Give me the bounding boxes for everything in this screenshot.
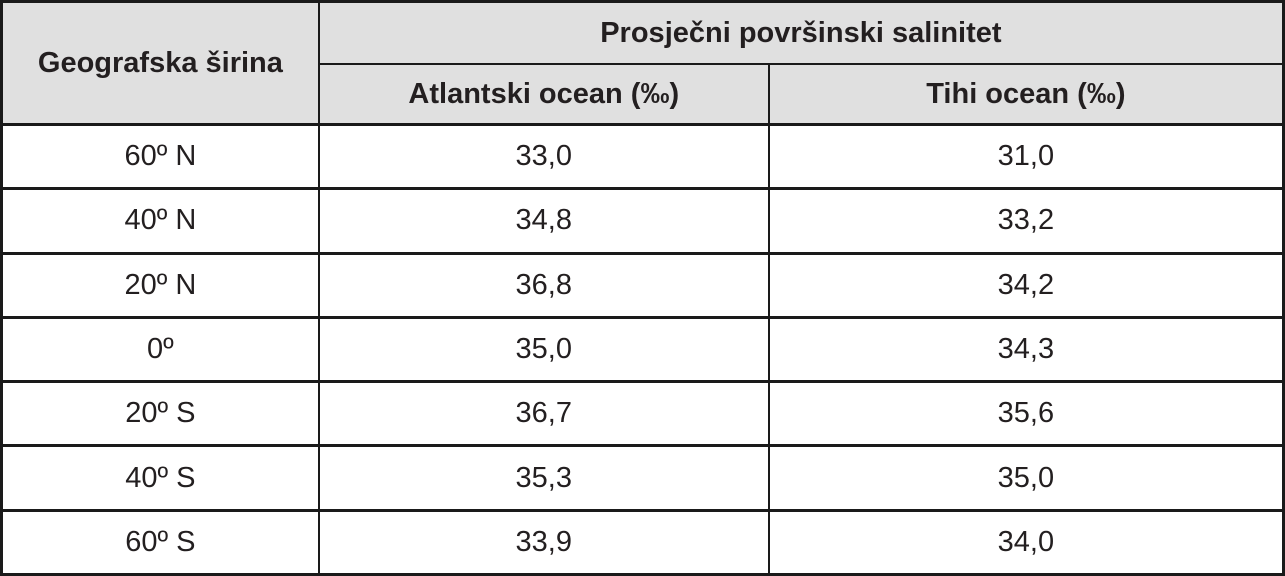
- cell-pacific-value: 34,3: [767, 315, 1285, 384]
- cell-latitude: 60º N: [0, 122, 320, 191]
- cell-pacific-value: 34,0: [767, 508, 1285, 576]
- table-row: 0º 35,0 34,3: [0, 315, 1285, 384]
- cell-latitude: 20º S: [0, 380, 320, 448]
- cell-atlantic-value: 35,3: [317, 444, 770, 512]
- cell-latitude: 60º S: [0, 508, 320, 576]
- cell-atlantic-value: 35,0: [317, 315, 770, 384]
- table-header: Geografska širina Prosječni površinski s…: [0, 0, 1285, 126]
- cell-atlantic-value: 36,8: [317, 251, 770, 319]
- table-row: 40º N 34,8 33,2: [0, 187, 1285, 255]
- table-row: 40º S 35,3 35,0: [0, 444, 1285, 512]
- table-row: 60º S 33,9 34,0: [0, 508, 1285, 576]
- header-cell-pacific: Tihi ocean (‰): [767, 63, 1285, 126]
- header-cell-atlantic: Atlantski ocean (‰): [317, 63, 770, 126]
- cell-latitude: 40º S: [0, 444, 320, 512]
- table-row: 60º N 33,0 31,0: [0, 122, 1285, 191]
- table-body: 60º N 33,0 31,0 40º N 34,8 33,2 20º N 36…: [0, 122, 1285, 576]
- cell-latitude: 0º: [0, 315, 320, 384]
- cell-atlantic-value: 34,8: [317, 187, 770, 255]
- cell-atlantic-value: 33,9: [317, 508, 770, 576]
- cell-atlantic-value: 36,7: [317, 380, 770, 448]
- cell-pacific-value: 33,2: [767, 187, 1285, 255]
- header-cell-latitude: Geografska širina: [0, 0, 320, 126]
- cell-pacific-value: 35,0: [767, 444, 1285, 512]
- header-cell-salinity-group: Prosječni površinski salinitet: [317, 0, 1285, 65]
- cell-atlantic-value: 33,0: [317, 122, 770, 191]
- cell-latitude: 40º N: [0, 187, 320, 255]
- cell-pacific-value: 34,2: [767, 251, 1285, 319]
- cell-latitude: 20º N: [0, 251, 320, 319]
- table-row: 20º N 36,8 34,2: [0, 251, 1285, 319]
- cell-pacific-value: 31,0: [767, 122, 1285, 191]
- header-group-row: Geografska širina Prosječni površinski s…: [0, 0, 1285, 126]
- table-row: 20º S 36,7 35,6: [0, 380, 1285, 448]
- cell-pacific-value: 35,6: [767, 380, 1285, 448]
- header-sub-row: Atlantski ocean (‰) Tihi ocean (‰): [2, 63, 1285, 126]
